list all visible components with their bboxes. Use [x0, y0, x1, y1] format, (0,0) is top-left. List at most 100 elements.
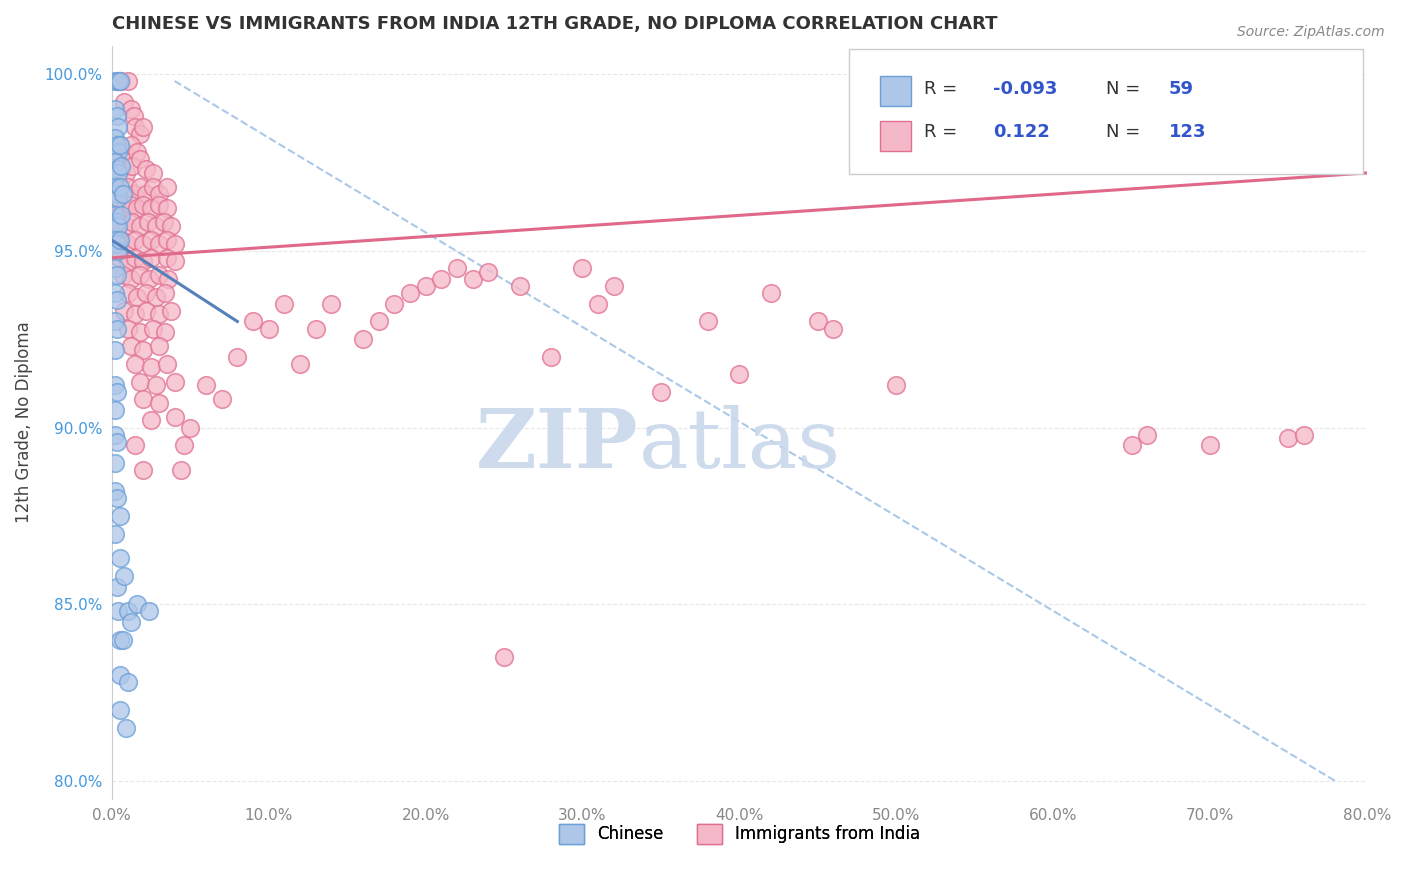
Point [105, 491, 128, 506]
Point [125, 290, 148, 304]
Point [104, 261, 127, 276]
Point [273, 297, 295, 311]
Point [148, 307, 170, 321]
Point [136, 215, 159, 229]
Point [461, 272, 484, 286]
Point [446, 261, 468, 276]
Point [117, 236, 139, 251]
Point [211, 392, 233, 407]
Point [107, 180, 129, 194]
Point [104, 130, 127, 145]
Point [194, 378, 217, 392]
Point [117, 675, 139, 690]
Point [807, 314, 830, 328]
Point [111, 632, 134, 647]
Point [430, 272, 453, 286]
Point [115, 166, 138, 180]
Point [104, 74, 127, 88]
Point [108, 198, 131, 212]
Point [540, 350, 562, 364]
Point [125, 145, 148, 159]
Point [112, 569, 135, 583]
Point [117, 604, 139, 618]
Point [399, 286, 422, 301]
Point [156, 357, 179, 371]
Point [135, 162, 157, 177]
Y-axis label: 12th Grade, No Diploma: 12th Grade, No Diploma [15, 321, 32, 523]
Point [124, 251, 146, 265]
Point [105, 580, 128, 594]
Point [110, 233, 132, 247]
Point [111, 187, 134, 202]
Point [104, 103, 127, 117]
Point [108, 551, 131, 566]
Point [124, 307, 146, 321]
Point [111, 268, 134, 283]
Point [132, 463, 155, 477]
Point [163, 236, 186, 251]
Point [148, 187, 170, 202]
Point [156, 202, 179, 216]
Point [1136, 427, 1159, 442]
Point [105, 109, 128, 123]
Point [105, 162, 128, 177]
Text: -0.093: -0.093 [993, 79, 1057, 97]
Point [586, 297, 609, 311]
Point [105, 155, 128, 169]
Point [117, 180, 139, 194]
Point [132, 392, 155, 407]
Point [139, 251, 162, 265]
Text: N =: N = [1105, 123, 1146, 141]
Point [108, 137, 131, 152]
Point [132, 120, 155, 134]
Text: R =: R = [924, 79, 963, 97]
Point [163, 254, 186, 268]
Point [139, 233, 162, 247]
Point [163, 409, 186, 424]
Point [650, 385, 672, 400]
Point [108, 74, 131, 88]
Point [157, 272, 180, 286]
Point [107, 74, 129, 88]
Point [121, 159, 143, 173]
Point [129, 325, 152, 339]
Point [105, 74, 128, 88]
Point [105, 385, 128, 400]
Point [156, 251, 179, 265]
Point [108, 251, 131, 265]
Point [1121, 438, 1143, 452]
Point [288, 357, 311, 371]
Point [142, 180, 165, 194]
Point [179, 420, 201, 434]
Point [148, 268, 170, 283]
Point [305, 321, 328, 335]
Point [120, 103, 142, 117]
Point [108, 668, 131, 682]
Point [105, 434, 128, 449]
Point [104, 286, 127, 301]
Point [884, 378, 907, 392]
Point [124, 120, 146, 134]
Point [129, 375, 152, 389]
Text: Source: ZipAtlas.com: Source: ZipAtlas.com [1237, 25, 1385, 39]
Point [111, 187, 134, 202]
Point [153, 325, 176, 339]
Point [104, 484, 127, 499]
Point [108, 508, 131, 523]
Point [108, 632, 131, 647]
Point [415, 279, 437, 293]
Point [129, 268, 152, 283]
Point [242, 314, 264, 328]
FancyBboxPatch shape [848, 49, 1362, 174]
Point [112, 202, 135, 216]
Point [117, 254, 139, 268]
Point [156, 233, 179, 247]
Point [124, 357, 146, 371]
Point [110, 74, 132, 88]
Point [110, 159, 132, 173]
Point [105, 137, 128, 152]
Point [367, 314, 389, 328]
Point [105, 293, 128, 308]
Point [1199, 438, 1222, 452]
Point [142, 166, 165, 180]
